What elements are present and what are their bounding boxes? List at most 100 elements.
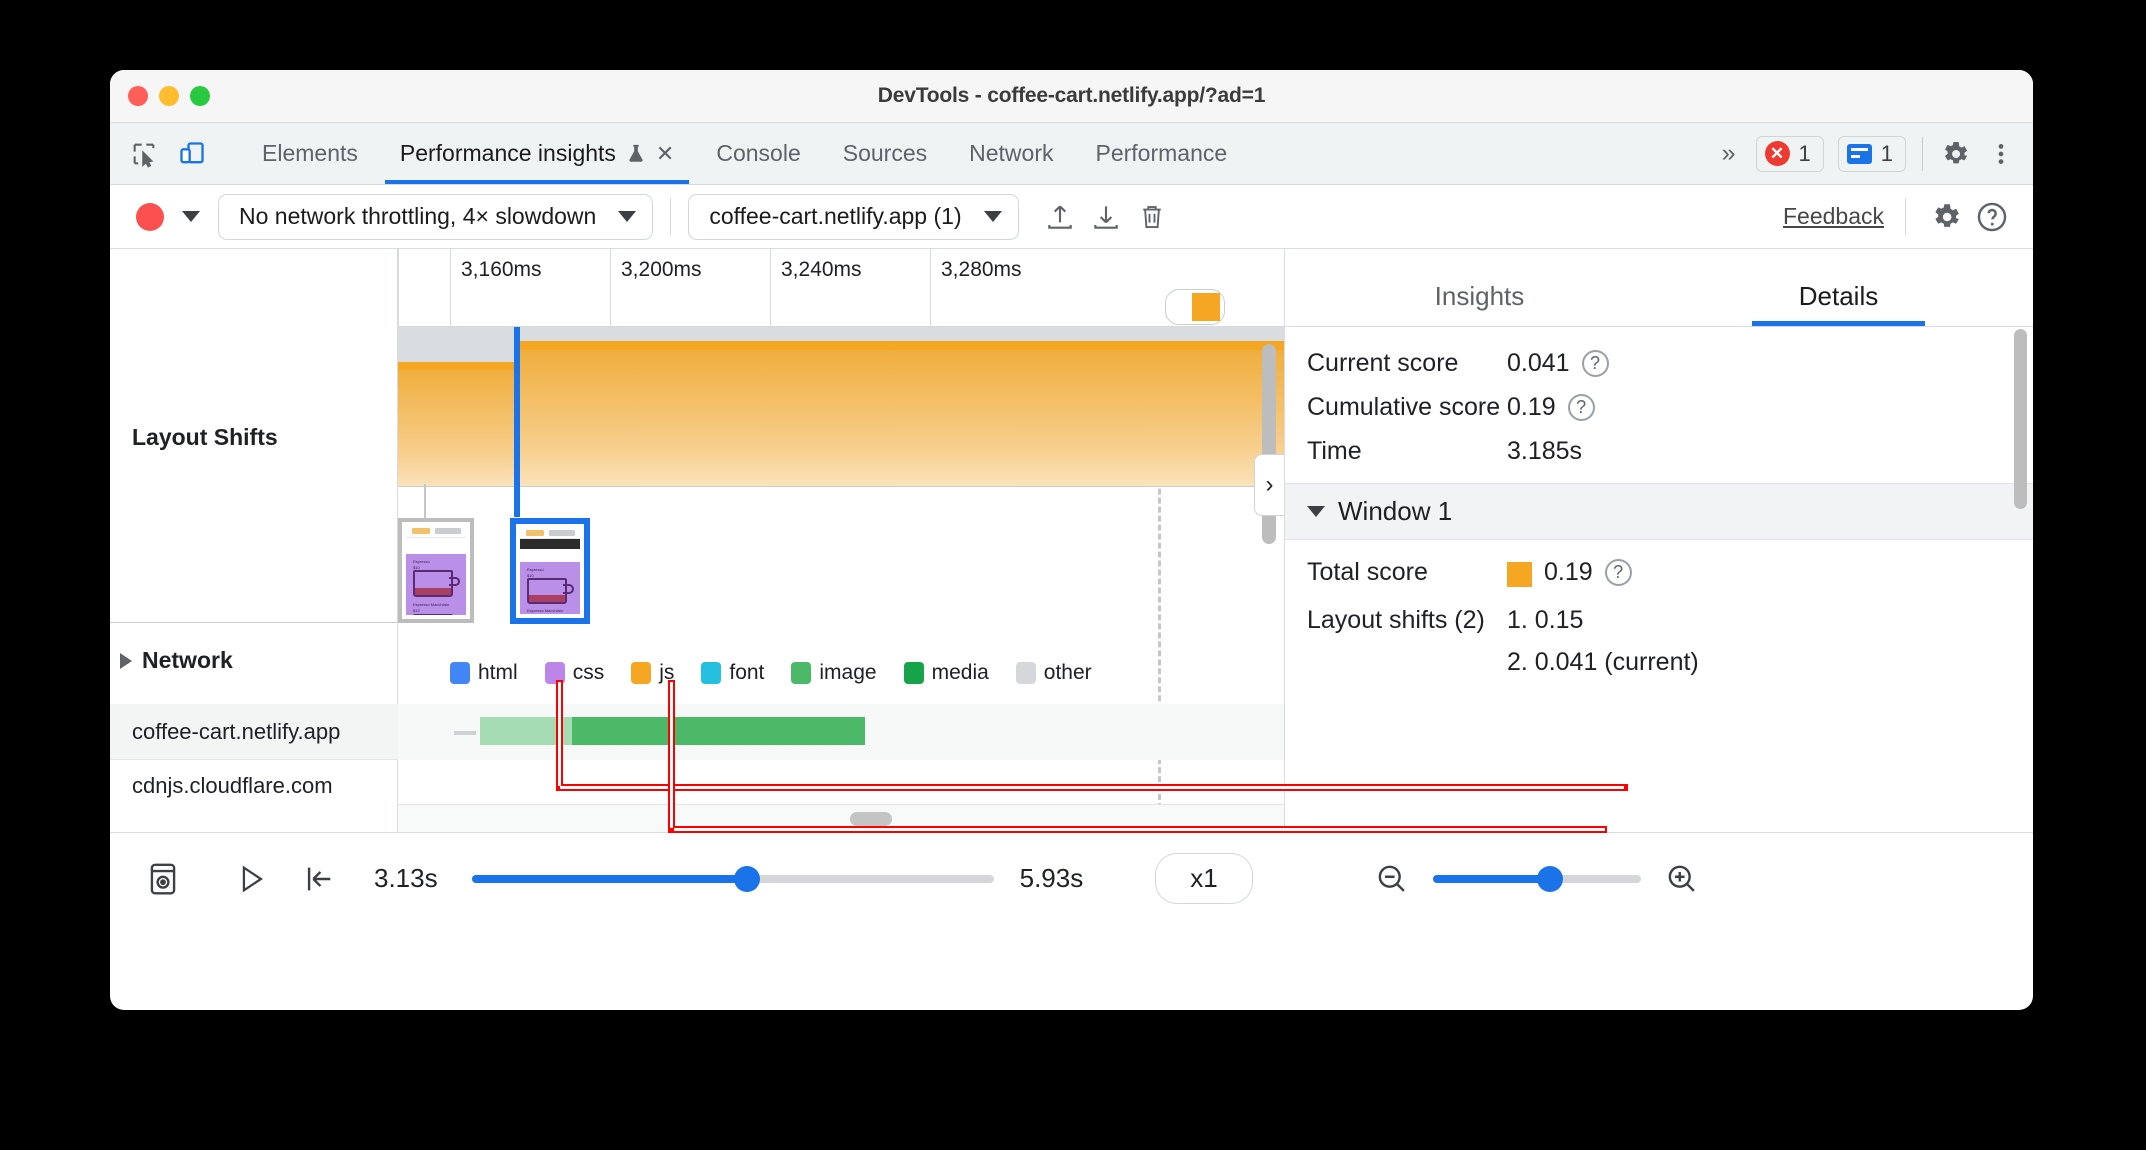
shot-a-connector [424,484,426,520]
track-label-layout-shifts: Layout Shifts [132,424,278,450]
tabbar-right-actions: » ✕ 1 1 [1712,123,2033,184]
page-whitespace [406,537,466,555]
record-options-chevron-down-icon[interactable] [182,211,200,222]
gear-icon[interactable] [1939,138,1971,170]
inspect-element-icon[interactable] [128,138,160,170]
toolbar-divider [670,197,672,236]
details-scrollbar[interactable] [2014,329,2027,509]
zoom-slider-knob[interactable] [1536,865,1563,892]
devtools-window: DevTools - coffee-cart.netlify.app/?ad=1… [110,70,2033,1010]
legend-swatch-icon [631,662,652,684]
tab-elements[interactable]: Elements [241,123,379,184]
detail-row-time: Time 3.185s [1285,429,2033,483]
legend-item-media: media [903,661,989,685]
legend-label: media [931,661,989,684]
detail-value: 0.041 [1507,349,1570,377]
detail-value-wrap: 0.041 ? [1507,347,1609,379]
tabbar-tools [110,123,241,184]
window-section-header[interactable]: Window 1 [1285,483,2033,540]
layout-shift-thumbnail-1[interactable]: Espresso $10 Espresso Macchiato $12 [398,518,474,623]
cluster-bar-right [518,341,1284,350]
help-icon[interactable]: ? [1604,559,1632,586]
filmstrip-icon[interactable] [136,852,190,906]
timeline-ruler: 3,160ms 3,200ms 3,240ms 3,280ms [398,249,1284,327]
more-tabs-icon[interactable]: » [1721,139,1736,167]
legend-label: css [572,661,605,684]
track-label-network[interactable]: Network [120,647,233,674]
ruler-tick-3: 3,280ms [930,249,1090,326]
ruler-tick-0: 3,160ms [450,249,610,326]
throttling-value: No network throttling, 4× slowdown [239,203,597,229]
recording-value: coffee-cart.netlify.app (1) [709,203,962,229]
detail-key: Current score [1307,349,1459,377]
network-bar-download[interactable] [572,717,865,745]
help-icon[interactable]: ? [1581,350,1609,377]
play-icon[interactable] [224,852,278,906]
upload-icon[interactable] [1037,194,1083,240]
track-label-text: Network [142,647,233,673]
message-count-button[interactable]: 1 [1837,135,1906,172]
detail-row-current-score: Current score 0.041 ? [1285,341,2033,385]
layout-shift-entry[interactable]: 2. 0.041 (current) [1507,648,1699,676]
layout-shift-thumbnail-2[interactable]: Espresso$10 Espresso Macchiato$12 [510,518,590,624]
annotation-line-2-inner [674,828,1605,831]
recording-select[interactable]: coffee-cart.netlify.app (1) [688,193,1019,240]
record-button[interactable] [136,202,164,231]
start-time-label: 3.13s [374,863,438,893]
tab-label: Performance insights [399,140,616,166]
help-icon[interactable] [1969,194,2015,240]
detail-row-total-score: Total score 0.19 ? [1285,540,2033,594]
download-icon[interactable] [1083,194,1129,240]
message-icon [1846,143,1872,164]
close-icon[interactable]: ✕ [655,140,675,166]
gear-icon[interactable] [1923,194,1969,240]
feedback-link[interactable]: Feedback [1782,203,1884,229]
legend-item-font: font [701,661,764,685]
time-slider-knob[interactable] [733,865,760,892]
trash-icon[interactable] [1129,194,1175,240]
legend-label: js [659,661,675,684]
tab-insights[interactable]: Insights [1300,281,1659,326]
tab-details[interactable]: Details [1659,281,2018,326]
network-request-row-2[interactable]: cdnjs.cloudflare.com [110,760,398,812]
legend-swatch-icon [903,662,924,684]
tab-label: Elements [262,140,358,166]
ruler-segment [398,249,450,326]
network-request-row-1[interactable]: coffee-cart.netlify.app [110,704,398,760]
time-slider[interactable] [471,865,994,892]
detail-value-wrap: 0.19 ? [1507,556,1632,588]
end-time-label: 5.93s [1019,863,1084,893]
jump-to-start-icon[interactable] [292,852,346,906]
tab-performance[interactable]: Performance [1074,123,1248,184]
minimize-window-button[interactable] [159,86,179,106]
legend-label: html [478,661,518,684]
device-toolbar-icon[interactable] [176,138,208,170]
zoom-in-icon[interactable] [1655,852,1709,906]
cls-marker-badge[interactable] [1165,289,1225,325]
message-count: 1 [1880,140,1893,166]
window-traffic-lights[interactable] [128,86,210,106]
zoom-out-icon[interactable] [1365,852,1419,906]
layout-shift-entry[interactable]: 1. 0.15 [1507,606,1584,634]
tab-label: Sources [842,140,928,166]
legend-item-css: css [544,661,605,685]
help-icon[interactable]: ? [1567,394,1595,421]
zoom-window-button[interactable] [190,86,210,106]
tab-network[interactable]: Network [948,123,1074,184]
tab-console[interactable]: Console [695,123,821,184]
mug-icon [413,570,460,598]
page-content-overlay: Espresso$10 Espresso Macchiato$12 [520,562,580,614]
playback-speed-button[interactable]: x1 [1155,853,1253,904]
error-count-button[interactable]: ✕ 1 [1755,135,1824,172]
timeline-horizontal-scrollbar-thumb[interactable] [850,812,892,826]
detail-row-cumulative-score: Cumulative score 0.19 ? [1285,385,2033,429]
expand-sidebar-button[interactable]: › [1254,454,1284,516]
zoom-slider[interactable] [1432,865,1641,892]
kebab-menu-icon[interactable] [1985,138,2017,170]
tab-sources[interactable]: Sources [822,123,948,184]
header-pill-icon [525,530,544,537]
tab-performance-insights[interactable]: Performance insights ✕ [379,123,695,184]
throttling-select[interactable]: No network throttling, 4× slowdown [218,193,654,240]
close-window-button[interactable] [128,86,148,106]
